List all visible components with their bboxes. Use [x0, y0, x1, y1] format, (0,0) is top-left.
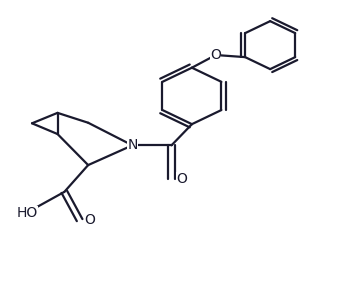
Text: HO: HO	[17, 206, 38, 220]
Text: O: O	[176, 172, 187, 186]
Text: O: O	[84, 213, 95, 227]
Text: N: N	[127, 138, 138, 152]
Text: O: O	[210, 48, 221, 62]
